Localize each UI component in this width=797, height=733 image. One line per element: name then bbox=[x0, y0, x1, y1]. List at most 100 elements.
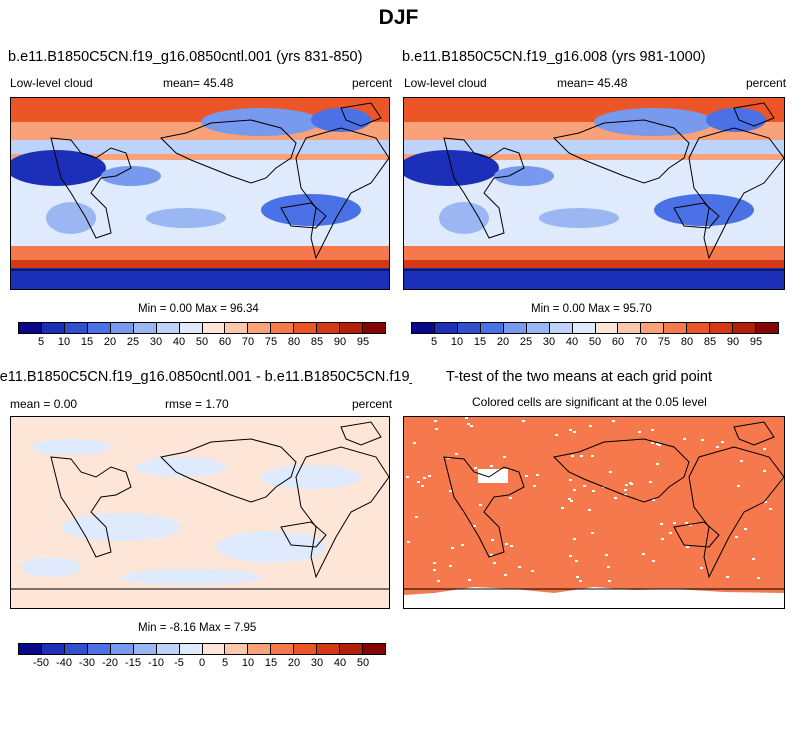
colorbar-swatch bbox=[363, 323, 385, 333]
insignificant-cell bbox=[569, 555, 572, 557]
colorbar-swatch bbox=[64, 644, 88, 654]
colorbar-tick-label: 15 bbox=[80, 336, 94, 348]
colorbar-tick-label: 20 bbox=[287, 657, 301, 669]
insignificant-cell bbox=[569, 429, 572, 431]
insignificant-cell bbox=[449, 565, 452, 567]
panel1-mean: mean= 45.48 bbox=[163, 76, 234, 90]
colorbar-tick-label: 90 bbox=[726, 336, 740, 348]
insignificant-cell bbox=[571, 455, 574, 457]
insignificant-cell bbox=[744, 528, 747, 530]
insignificant-cell bbox=[461, 544, 464, 546]
colorbar-swatch bbox=[225, 323, 249, 333]
insignificant-cell bbox=[588, 509, 591, 511]
insignificant-cell bbox=[592, 490, 595, 492]
colorbar-swatch bbox=[317, 644, 341, 654]
colorbar-swatch bbox=[664, 323, 688, 333]
panel3-units: percent bbox=[352, 397, 393, 411]
insignificant-cell bbox=[504, 574, 507, 576]
insignificant-cell bbox=[490, 554, 493, 556]
panel2-colorbar bbox=[411, 322, 779, 334]
insignificant-cell bbox=[683, 438, 686, 440]
colorbar-swatch bbox=[202, 644, 226, 654]
insignificant-cell bbox=[437, 580, 440, 582]
insignificant-cell bbox=[629, 482, 632, 484]
insignificant-cell bbox=[716, 446, 719, 448]
colorbar-tick-label: 75 bbox=[657, 336, 671, 348]
colorbar-tick-label: 10 bbox=[57, 336, 71, 348]
colorbar-swatch bbox=[317, 323, 341, 333]
panel4-subtitle: Colored cells are significant at the 0.0… bbox=[472, 395, 707, 409]
insignificant-cell bbox=[435, 428, 438, 430]
insignificant-cell bbox=[721, 441, 724, 443]
colorbar-tick-label: 90 bbox=[333, 336, 347, 348]
panel3-mean: mean = 0.00 bbox=[10, 397, 78, 411]
colorbar-tick-label: 85 bbox=[703, 336, 717, 348]
insignificant-cell bbox=[525, 475, 528, 477]
insignificant-cell bbox=[652, 499, 655, 501]
colorbar-swatch bbox=[41, 323, 65, 333]
insignificant-cell bbox=[614, 497, 617, 499]
colorbar-swatch bbox=[110, 644, 134, 654]
insignificant-cell bbox=[660, 523, 663, 525]
colorbar-swatch bbox=[19, 323, 42, 333]
insignificant-cell bbox=[656, 463, 659, 465]
colorbar-swatch bbox=[271, 323, 295, 333]
colorbar-tick-label: 15 bbox=[473, 336, 487, 348]
colorbar-tick-label: -10 bbox=[148, 657, 164, 669]
panel2-units: percent bbox=[746, 76, 787, 90]
panel1-units: percent bbox=[352, 76, 393, 90]
insignificant-cell bbox=[735, 536, 738, 538]
colorbar-swatch bbox=[294, 323, 318, 333]
colorbar-swatch bbox=[526, 323, 550, 333]
insignificant-cell bbox=[638, 431, 641, 433]
colorbar-tick-label: 60 bbox=[218, 336, 232, 348]
colorbar-swatch bbox=[156, 644, 180, 654]
colorbar-tick-label: 30 bbox=[542, 336, 556, 348]
insignificant-cell bbox=[609, 471, 612, 473]
colorbar-tick-label: 95 bbox=[749, 336, 763, 348]
insignificant-cell bbox=[652, 560, 655, 562]
panel2-mean: mean= 45.48 bbox=[557, 76, 628, 90]
colorbar-swatch bbox=[133, 323, 157, 333]
insignificant-cell bbox=[700, 567, 703, 569]
colorbar-tick-label: 25 bbox=[519, 336, 533, 348]
insignificant-cell bbox=[468, 579, 471, 581]
insignificant-cell bbox=[491, 539, 494, 541]
colorbar-tick-label: 95 bbox=[356, 336, 370, 348]
colorbar-tick-label: 40 bbox=[172, 336, 186, 348]
colorbar-swatch bbox=[156, 323, 180, 333]
panel3-title: b.e11.B1850C5CN.f19_g16.0850cntl.001 - b… bbox=[0, 369, 412, 385]
colorbar-swatch bbox=[710, 323, 734, 333]
colorbar-swatch bbox=[363, 644, 385, 654]
insignificant-cell bbox=[737, 485, 740, 487]
colorbar-swatch bbox=[179, 644, 203, 654]
colorbar-tick-label: 75 bbox=[264, 336, 278, 348]
insignificant-cell bbox=[490, 465, 493, 467]
insignificant-cell bbox=[685, 522, 688, 524]
insignificant-cell bbox=[573, 431, 576, 433]
insignificant-cell bbox=[625, 484, 628, 486]
insignificant-cell bbox=[568, 498, 571, 500]
colorbar-swatch bbox=[733, 323, 757, 333]
insignificant-cell bbox=[433, 562, 436, 564]
insignificant-cell bbox=[423, 477, 426, 479]
insignificant-cell bbox=[661, 538, 664, 540]
panel3-minmax: Min = -8.16 Max = 7.95 bbox=[138, 622, 257, 634]
colorbar-tick-label: 50 bbox=[356, 657, 370, 669]
insignificant-cell bbox=[433, 569, 436, 571]
panel3-rmse: rmse = 1.70 bbox=[165, 397, 229, 411]
insignificant-cell bbox=[473, 525, 476, 527]
insignificant-cell bbox=[455, 453, 458, 455]
insignificant-cell bbox=[413, 442, 416, 444]
insignificant-cell bbox=[673, 522, 676, 524]
insignificant-cell bbox=[573, 538, 576, 540]
colorbar-swatch bbox=[503, 323, 527, 333]
colorbar-tick-label: -5 bbox=[174, 657, 184, 669]
colorbar-swatch bbox=[225, 644, 249, 654]
figure-title: DJF bbox=[378, 6, 419, 29]
insignificant-cell bbox=[605, 554, 608, 556]
insignificant-cell bbox=[608, 580, 611, 582]
insignificant-cell bbox=[415, 516, 418, 518]
colorbar-tick-label: 85 bbox=[310, 336, 324, 348]
panel2-map bbox=[403, 97, 785, 290]
